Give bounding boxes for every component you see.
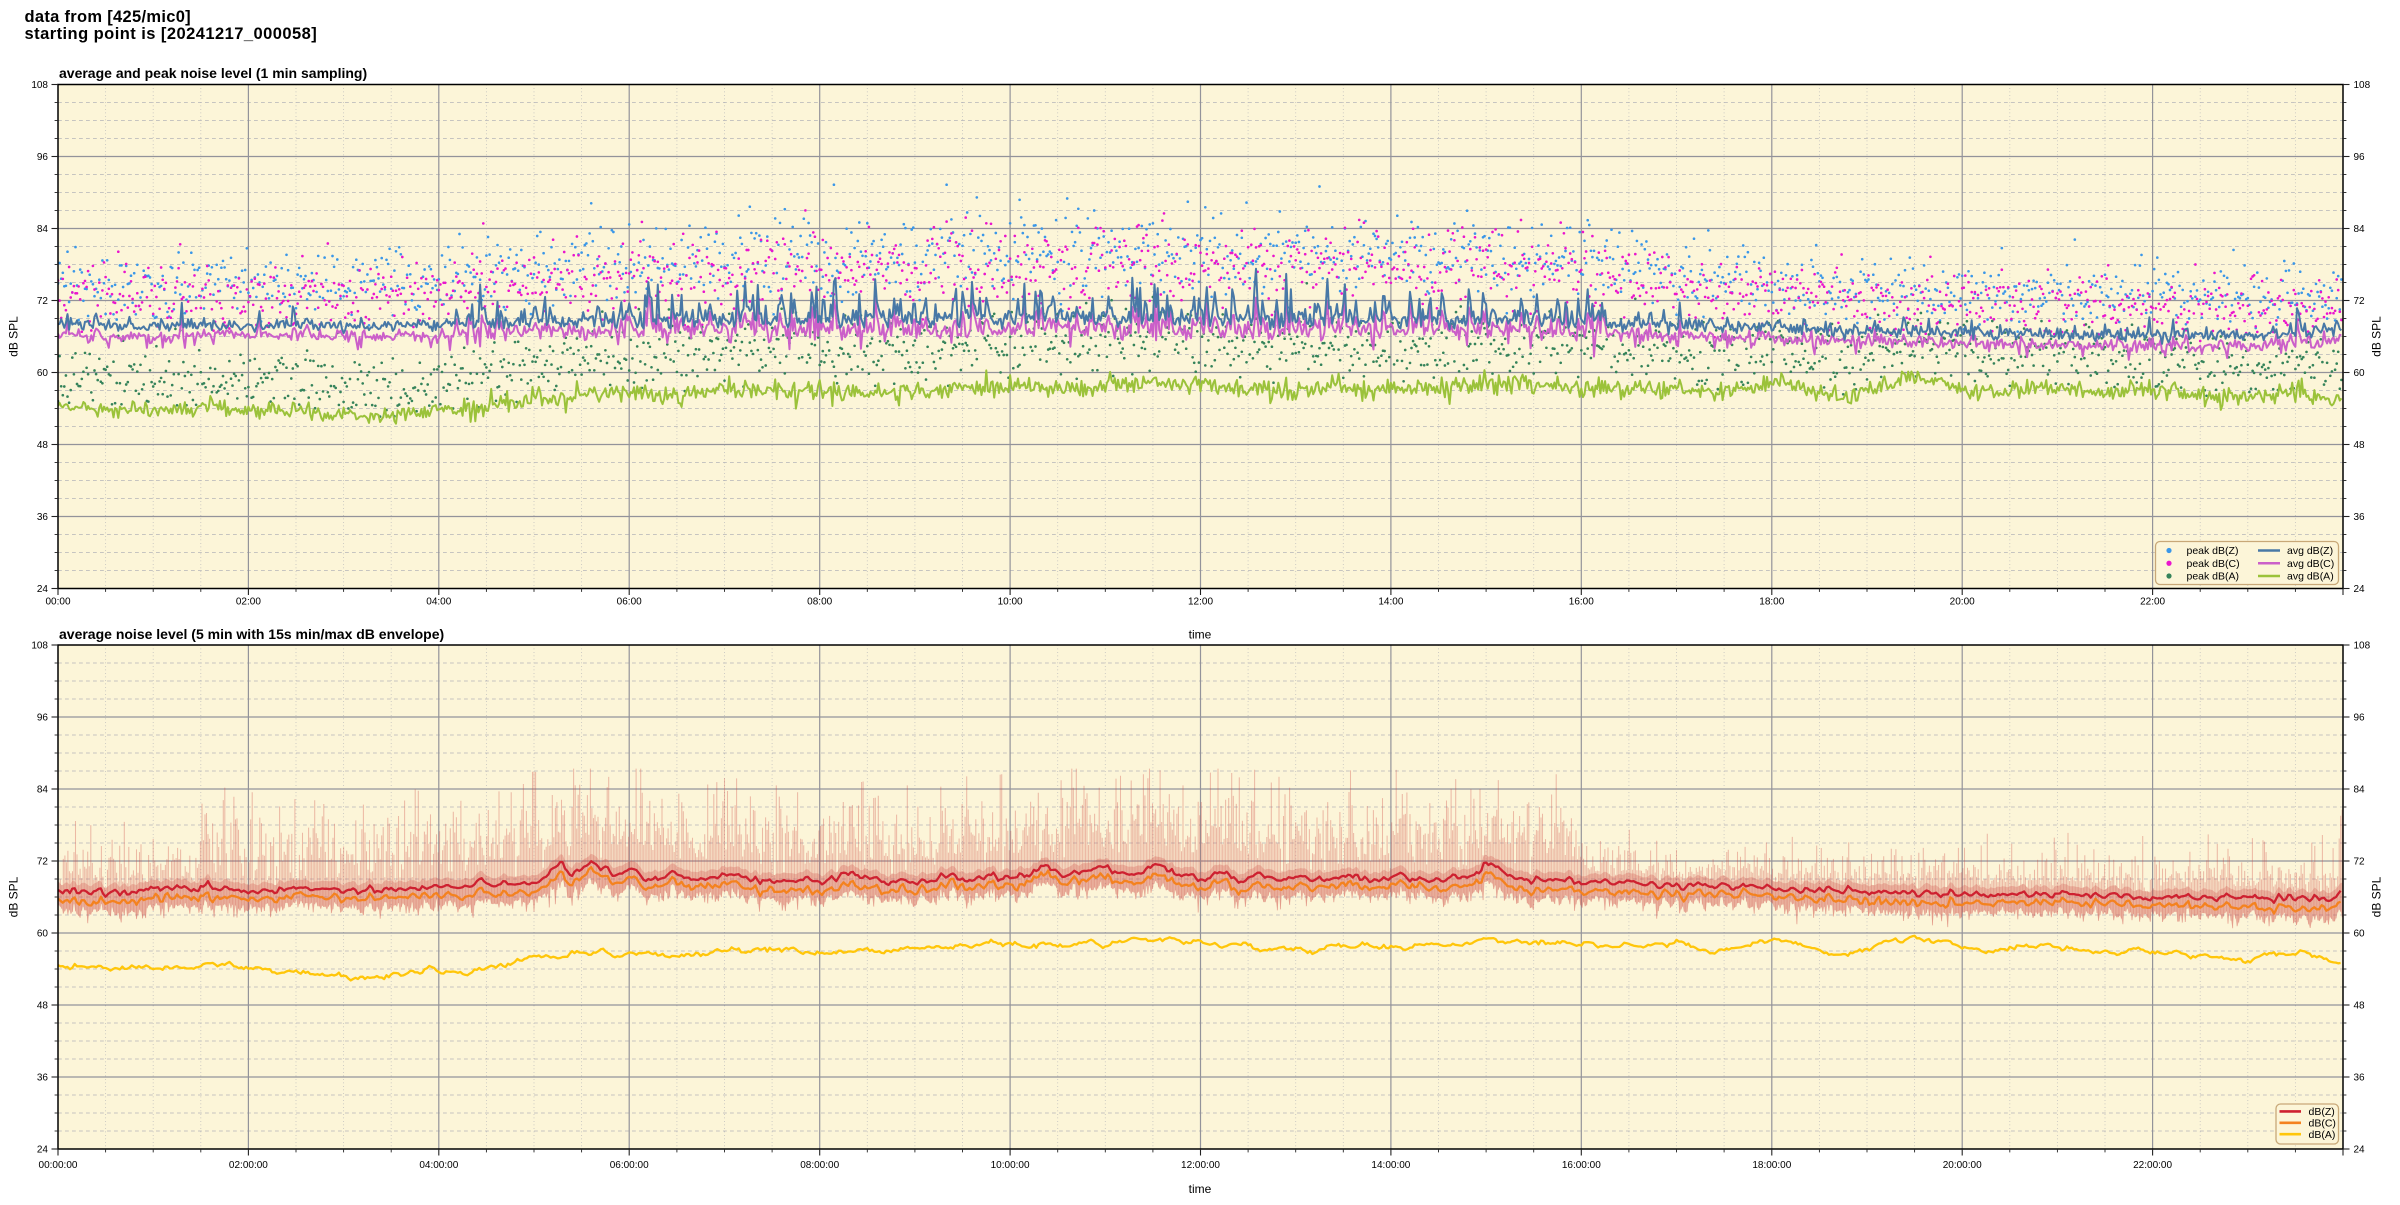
svg-text:18:00:00: 18:00:00 (1752, 1160, 1791, 1171)
svg-text:04:00: 04:00 (426, 597, 451, 608)
svg-text:12:00:00: 12:00:00 (1181, 1160, 1220, 1171)
svg-text:84: 84 (37, 785, 49, 796)
svg-text:72: 72 (37, 296, 49, 307)
svg-text:36: 36 (37, 512, 49, 523)
svg-text:20:00:00: 20:00:00 (1943, 1160, 1982, 1171)
svg-text:18:00: 18:00 (1759, 597, 1784, 608)
svg-text:96: 96 (2354, 713, 2366, 724)
svg-text:dB(A): dB(A) (2309, 1129, 2336, 1141)
svg-text:00:00: 00:00 (45, 597, 70, 608)
svg-text:dB SPL: dB SPL (7, 876, 21, 917)
svg-text:108: 108 (31, 641, 48, 652)
svg-text:avg dB(Z): avg dB(Z) (2287, 545, 2333, 557)
svg-text:peak dB(Z): peak dB(Z) (2187, 545, 2239, 557)
svg-text:starting point is [20241217_00: starting point is [20241217_000058] (25, 25, 318, 43)
svg-text:96: 96 (2354, 152, 2366, 163)
svg-text:36: 36 (2354, 512, 2366, 523)
svg-text:12:00: 12:00 (1188, 597, 1213, 608)
svg-text:60: 60 (2354, 929, 2366, 940)
svg-text:48: 48 (37, 1001, 49, 1012)
svg-text:84: 84 (37, 224, 49, 235)
svg-text:60: 60 (37, 929, 49, 940)
svg-text:00:00:00: 00:00:00 (39, 1160, 78, 1171)
svg-text:96: 96 (37, 152, 49, 163)
svg-text:dB SPL: dB SPL (2370, 316, 2384, 357)
svg-text:108: 108 (31, 80, 48, 91)
svg-text:84: 84 (2354, 785, 2366, 796)
svg-text:08:00: 08:00 (807, 597, 832, 608)
svg-text:14:00: 14:00 (1378, 597, 1403, 608)
svg-text:average and peak noise level (: average and peak noise level (1 min samp… (59, 65, 367, 81)
svg-text:dB SPL: dB SPL (7, 316, 21, 357)
svg-text:36: 36 (37, 1073, 49, 1084)
svg-text:22:00: 22:00 (2140, 597, 2165, 608)
svg-text:dB SPL: dB SPL (2370, 876, 2384, 917)
svg-text:dB(C): dB(C) (2309, 1118, 2336, 1130)
svg-text:08:00:00: 08:00:00 (800, 1160, 839, 1171)
svg-text:48: 48 (2354, 1001, 2366, 1012)
svg-text:02:00: 02:00 (236, 597, 261, 608)
svg-text:avg dB(C): avg dB(C) (2287, 558, 2334, 570)
svg-text:60: 60 (2354, 368, 2366, 379)
svg-text:10:00: 10:00 (998, 597, 1023, 608)
svg-text:16:00:00: 16:00:00 (1562, 1160, 1601, 1171)
svg-text:24: 24 (37, 1145, 49, 1156)
svg-text:16:00: 16:00 (1569, 597, 1594, 608)
svg-text:06:00:00: 06:00:00 (610, 1160, 649, 1171)
svg-text:02:00:00: 02:00:00 (229, 1160, 268, 1171)
svg-text:108: 108 (2354, 80, 2371, 91)
svg-text:dB(Z): dB(Z) (2309, 1106, 2335, 1118)
svg-text:108: 108 (2354, 641, 2371, 652)
svg-text:22:00:00: 22:00:00 (2133, 1160, 2172, 1171)
svg-text:48: 48 (2354, 440, 2366, 451)
svg-text:60: 60 (37, 368, 49, 379)
svg-text:04:00:00: 04:00:00 (419, 1160, 458, 1171)
svg-text:72: 72 (2354, 857, 2366, 868)
svg-text:peak dB(C): peak dB(C) (2187, 558, 2240, 570)
svg-text:06:00: 06:00 (617, 597, 642, 608)
svg-text:72: 72 (37, 857, 49, 868)
svg-text:96: 96 (37, 713, 49, 724)
svg-text:peak dB(A): peak dB(A) (2187, 571, 2240, 583)
svg-text:24: 24 (37, 584, 49, 595)
svg-text:average noise level (5 min wit: average noise level (5 min with 15s min/… (59, 626, 444, 642)
svg-text:14:00:00: 14:00:00 (1371, 1160, 1410, 1171)
svg-text:72: 72 (2354, 296, 2366, 307)
svg-text:avg dB(A): avg dB(A) (2287, 571, 2334, 583)
svg-text:48: 48 (37, 440, 49, 451)
svg-text:36: 36 (2354, 1073, 2366, 1084)
svg-text:10:00:00: 10:00:00 (991, 1160, 1030, 1171)
svg-text:24: 24 (2354, 1145, 2366, 1156)
svg-text:24: 24 (2354, 584, 2366, 595)
svg-text:data from [425/mic0]: data from [425/mic0] (25, 8, 191, 26)
svg-text:20:00: 20:00 (1950, 597, 1975, 608)
svg-text:time: time (1189, 1182, 1212, 1196)
svg-text:84: 84 (2354, 224, 2366, 235)
svg-text:time: time (1189, 628, 1212, 642)
